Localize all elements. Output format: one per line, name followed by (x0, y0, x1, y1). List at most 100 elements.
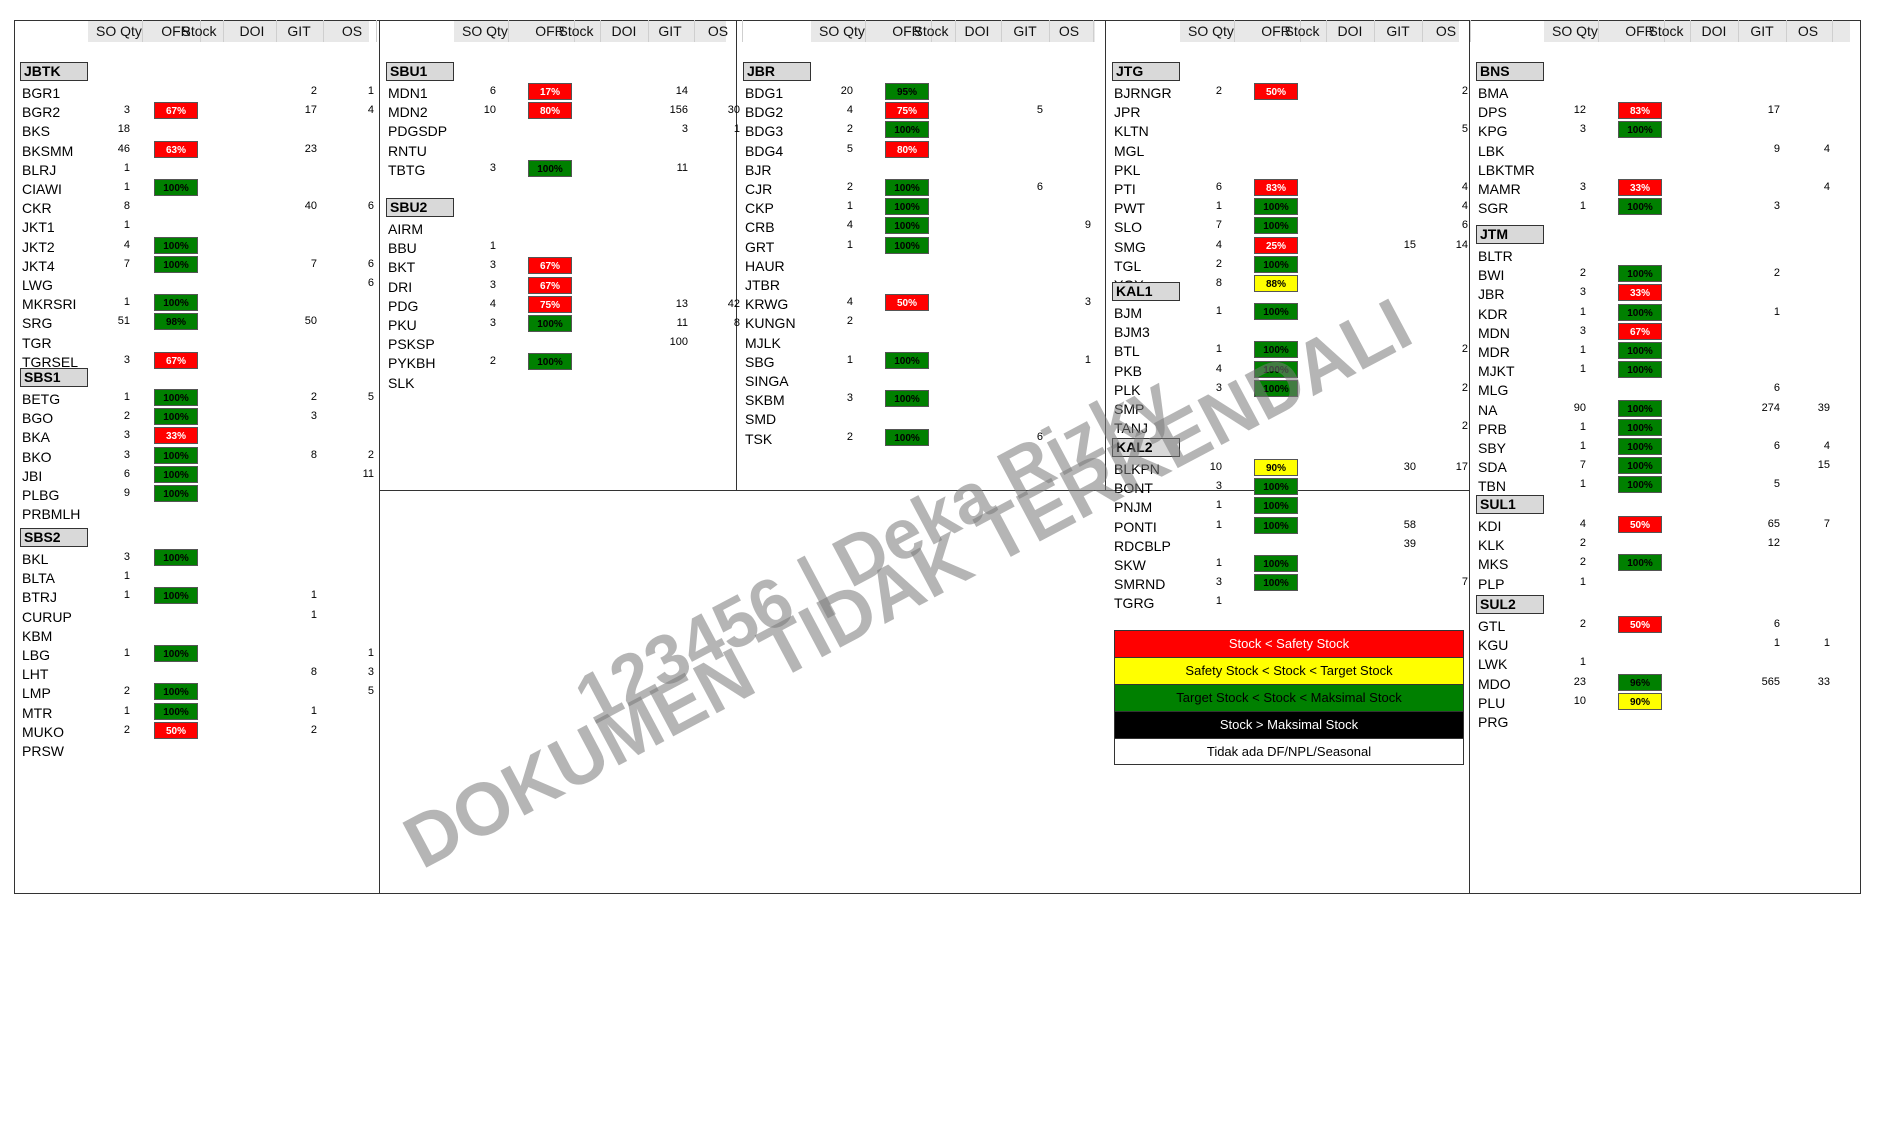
branch-code: SBY (1478, 440, 1507, 456)
ofr-badge: 96% (1618, 673, 1662, 691)
branch-code: SMD (745, 411, 777, 428)
so-qty: 3 (489, 161, 496, 174)
header-separator (955, 20, 956, 42)
branch-code: SKW (1114, 557, 1146, 573)
so-qty: 8 (123, 200, 130, 213)
so-qty: 90 (1573, 401, 1586, 414)
git-value: 5 (1773, 478, 1780, 491)
ofr-badge: 100% (1618, 198, 1662, 216)
git-value: 1 (1773, 305, 1780, 318)
table-row: PTI 6 83% 4 (1106, 179, 1469, 198)
branch-code: MDR (1478, 344, 1510, 360)
git-value: 6 (1773, 382, 1780, 395)
group-label-jtg: JTG (1112, 62, 1180, 81)
header-stock: Stock (913, 23, 949, 39)
so-qty: 1 (1215, 343, 1222, 356)
ofr-badge: 100% (1254, 303, 1298, 320)
table-row: CIAWI 1 100% (14, 179, 379, 198)
branch-code: BKS (22, 123, 51, 140)
branch-code: BMA (1478, 85, 1509, 101)
header-os: OS (1797, 23, 1819, 39)
ofr-badge: 100% (1254, 255, 1298, 273)
table-row: PRG (1470, 712, 1860, 731)
git-value: 12 (1767, 537, 1780, 550)
column-header: SO Qty OFR Stock DOI GIT OS (737, 20, 1105, 42)
ofr-badge: 100% (1254, 217, 1298, 235)
header-separator (742, 20, 743, 42)
ofr-badge: 67% (528, 257, 572, 275)
branch-code: BGO (22, 410, 54, 427)
header-doi: DOI (1337, 23, 1363, 39)
branch-code: BJM (1114, 305, 1142, 321)
so-qty: 2 (846, 123, 853, 136)
branch-code: MKRSRI (22, 296, 77, 313)
git-value: 2 (310, 723, 317, 736)
table-row: TGRSEL 3 67% (14, 351, 379, 371)
table-row: KBM (14, 626, 379, 645)
table-row: PRB 1 100% (1470, 418, 1860, 438)
ofr-badge: 83% (1254, 179, 1298, 196)
ofr-badge: 63% (154, 140, 198, 158)
table-row: BWI 2 100% 2 (1470, 265, 1860, 284)
table-row: BLRJ 1 (14, 160, 379, 179)
group-label-sbs2: SBS2 (20, 528, 88, 547)
git-value: 8 (310, 448, 317, 461)
so-qty: 1 (123, 589, 130, 602)
branch-code: CRB (745, 219, 775, 236)
ofr-badge: 100% (885, 236, 929, 254)
ofr-badge: 100% (885, 390, 929, 408)
so-qty: 2 (846, 315, 853, 328)
so-qty: 3 (489, 278, 496, 291)
ofr-badge: 100% (1618, 303, 1662, 321)
table-row: BONT 3 100% (1106, 478, 1469, 497)
ofr-badge: 100% (1618, 457, 1662, 475)
os-value: 3 (367, 666, 374, 679)
git-value: 30 (1403, 461, 1416, 473)
table-row: SBY 1 100% 6 4 (1470, 438, 1860, 457)
ofr-badge: 100% (1254, 198, 1298, 216)
branch-code: SDA (1478, 459, 1507, 476)
os-value: 6 (367, 200, 374, 213)
ofr-badge: 67% (154, 351, 198, 369)
header-separator (1598, 20, 1599, 42)
ofr-badge: 100% (1618, 399, 1662, 417)
os-value: 33 (1817, 675, 1830, 688)
os-value: 9 (1084, 219, 1091, 232)
so-qty: 1 (1215, 557, 1222, 569)
branch-code: NA (1478, 401, 1498, 418)
os-value: 4 (1823, 181, 1830, 193)
git-value: 2 (1773, 267, 1780, 280)
branch-code: PLBG (22, 487, 60, 503)
ofr-badge: 100% (154, 465, 198, 483)
branch-code: BLTR (1478, 248, 1513, 264)
table-row: SKW 1 100% (1106, 555, 1469, 574)
branch-code: LBG (22, 647, 51, 663)
branch-code: PRG (1478, 714, 1509, 730)
so-qty: 3 (1215, 576, 1222, 589)
table-row: SMD (737, 409, 1105, 428)
header-ofr: OFR (1261, 23, 1291, 39)
git-value: 7 (310, 257, 317, 270)
ofr-badge: 100% (1618, 361, 1662, 379)
ofr-badge: 100% (1254, 516, 1298, 534)
branch-code: CURUP (22, 608, 72, 625)
group-label-sbs1: SBS1 (20, 368, 88, 387)
table-row: MLG 6 (1470, 380, 1860, 399)
git-value: 5 (1036, 104, 1043, 117)
so-qty: 10 (1573, 694, 1586, 707)
table-row: BKS 18 (14, 121, 379, 140)
table-row: BLTA 1 (14, 568, 379, 587)
git-value: 40 (304, 200, 317, 213)
branch-code: PRB (1478, 420, 1507, 437)
git-value: 6 (1773, 440, 1780, 452)
header-doi: DOI (964, 23, 990, 39)
ofr-badge: 80% (885, 140, 929, 158)
branch-code: PWT (1114, 200, 1146, 217)
ofr-badge: 100% (1618, 476, 1662, 494)
branch-code: SINGA (745, 373, 789, 389)
table-row: BKL 3 100% (14, 549, 379, 568)
branch-code: BTRJ (22, 589, 57, 606)
branch-code: TGRG (1114, 595, 1155, 612)
so-qty: 51 (117, 315, 130, 328)
so-qty: 8 (1215, 277, 1222, 289)
